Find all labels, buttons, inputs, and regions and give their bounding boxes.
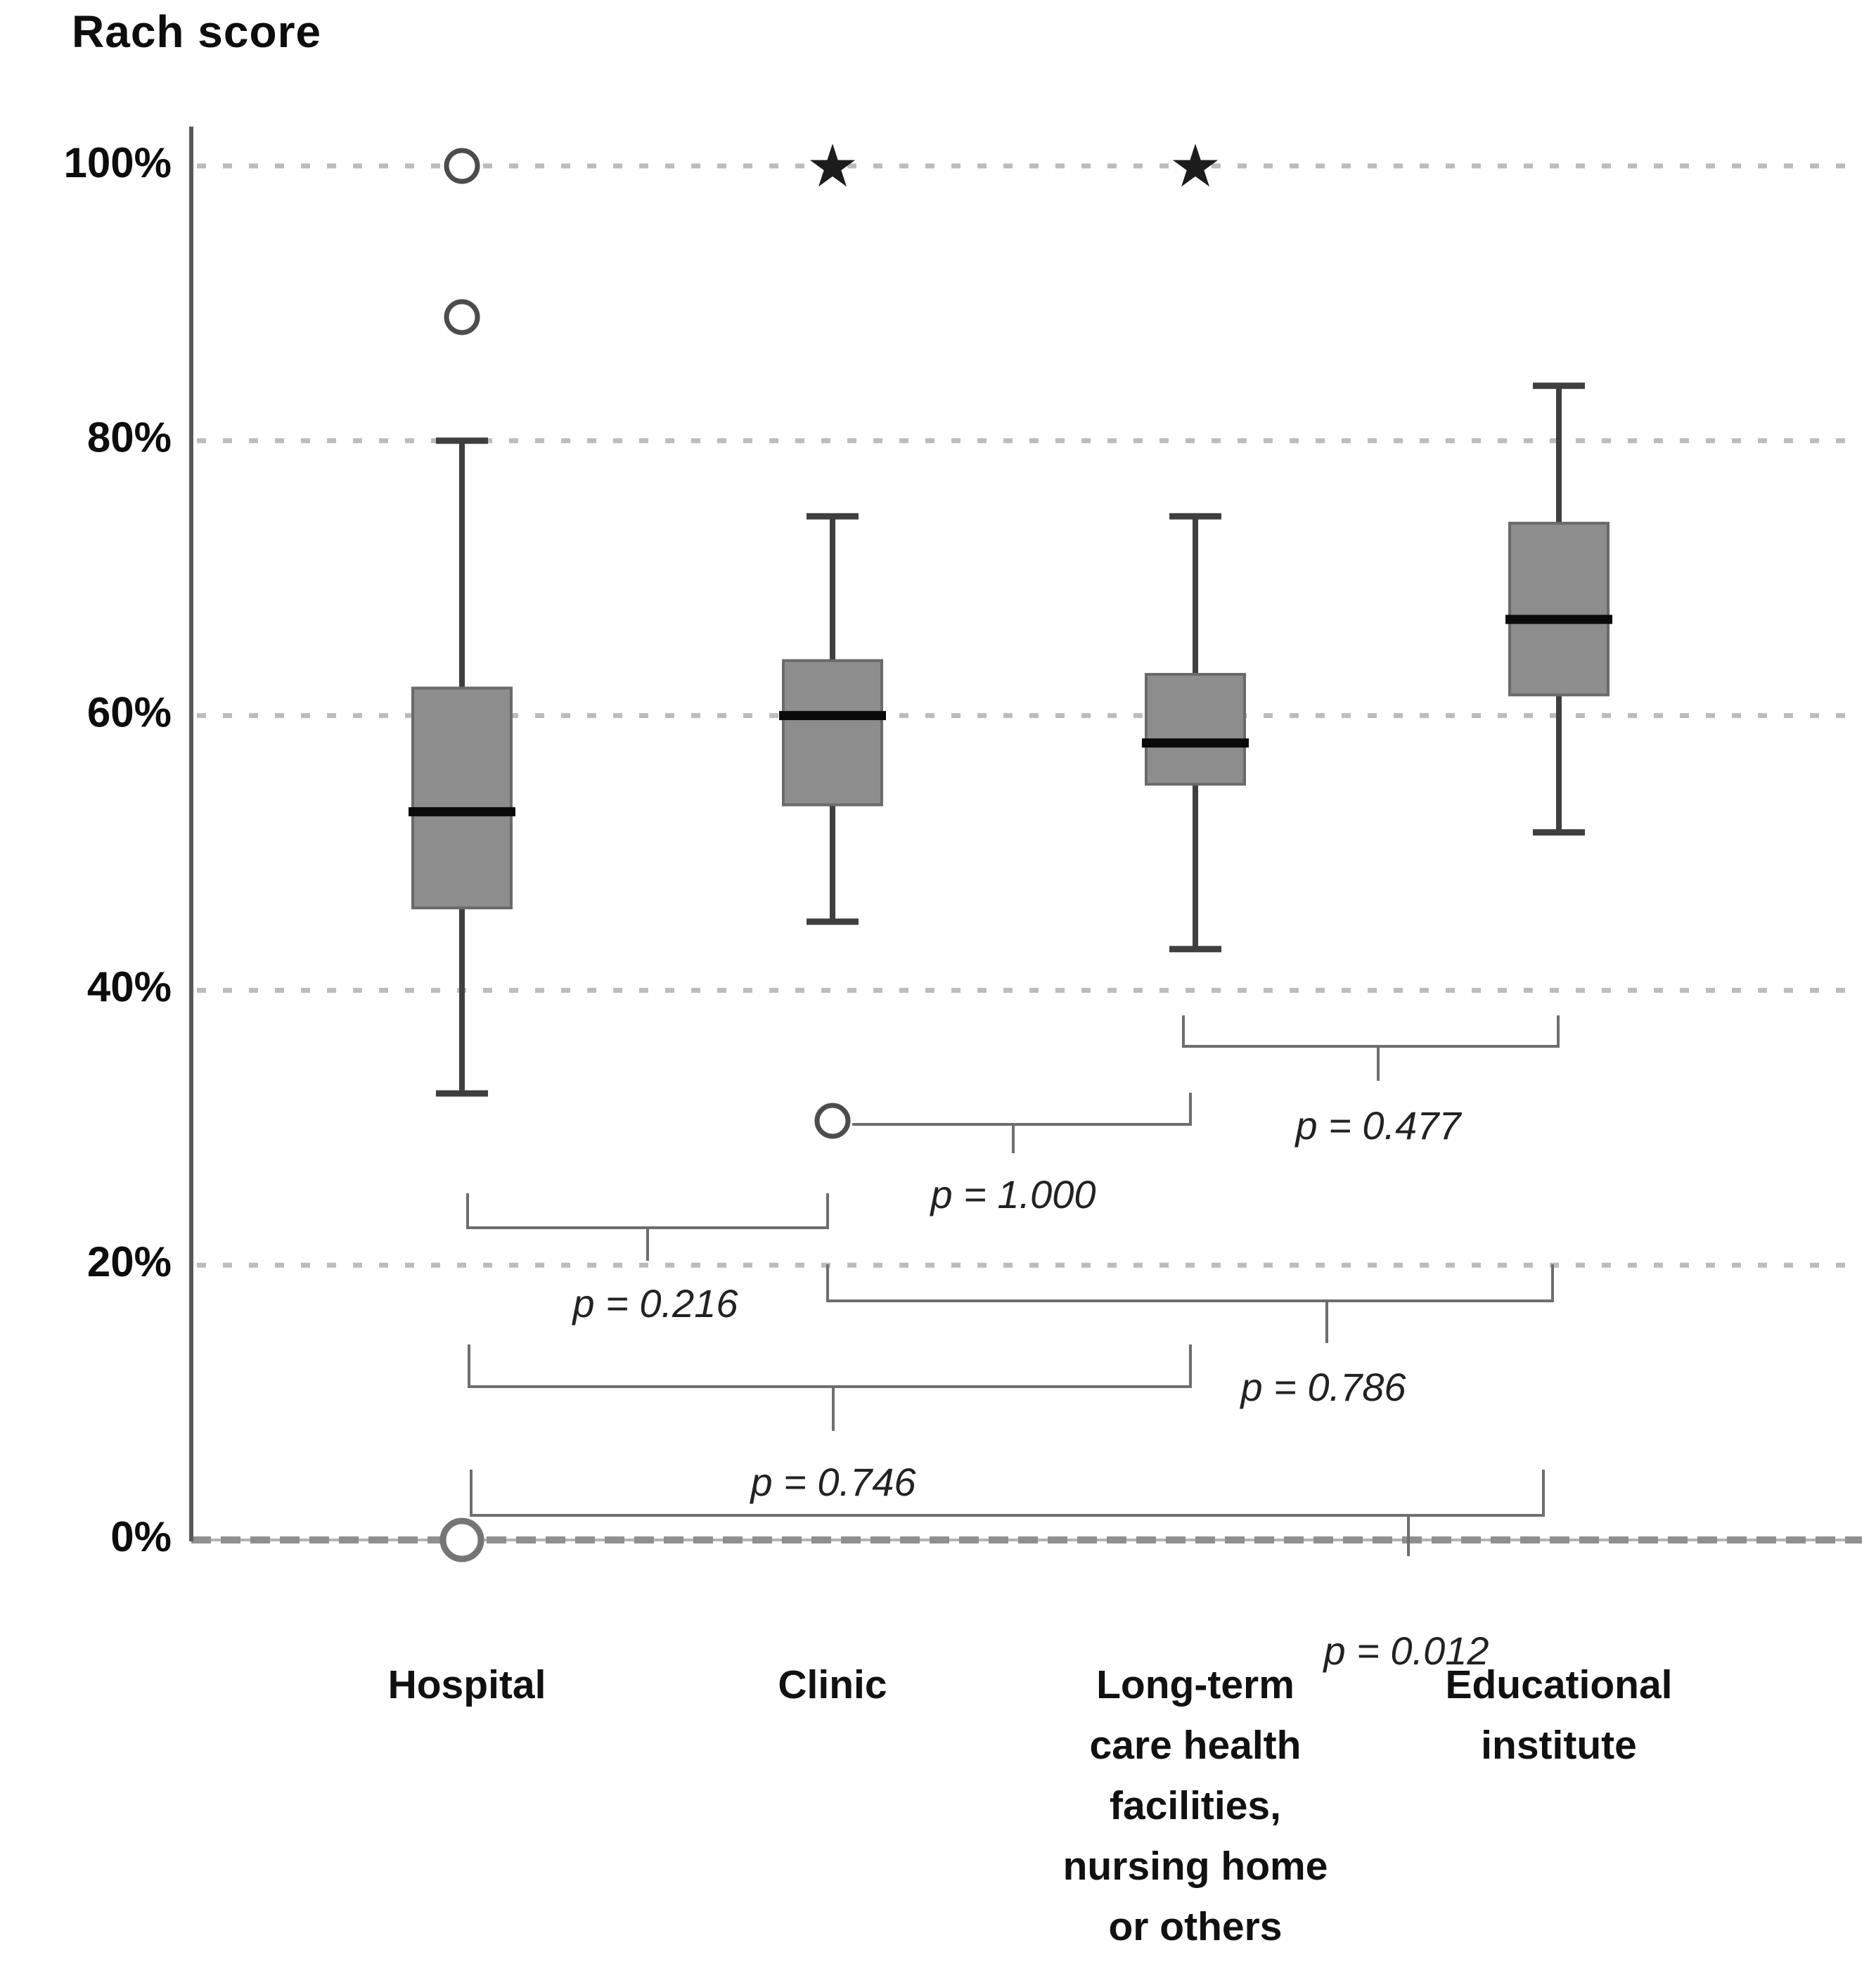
- y-tick-label-20: 20%: [87, 1238, 172, 1285]
- hospital-outlier-circle-2: [439, 1517, 484, 1562]
- comparison-bracket-longterm-educational: [1182, 1015, 1560, 1048]
- category-label-educational-line2: institute: [1481, 1723, 1637, 1768]
- y-tick-label-100: 100%: [64, 139, 172, 186]
- educational-box: [1508, 522, 1610, 697]
- category-label-long-term-line5: or others: [1108, 1904, 1282, 1949]
- comparison-bracket-clinic-educational: [826, 1264, 1554, 1302]
- comparison-bracket-clinic-longterm: [852, 1093, 1192, 1126]
- y-tick-label-80: 80%: [87, 414, 172, 461]
- clinic-outlier-star-0: ★: [806, 133, 859, 199]
- category-label-long-term: Long-term: [1096, 1662, 1294, 1707]
- category-label-hospital: Hospital: [388, 1662, 546, 1707]
- p-value-label-hospital-educational: p = 0.012: [1322, 1629, 1489, 1673]
- hospital-box: [411, 686, 513, 910]
- p-value-label-hospital-longterm: p = 0.746: [749, 1460, 916, 1504]
- category-label-long-term-line2: care health: [1090, 1723, 1302, 1768]
- long-term-outlier-star-0: ★: [1169, 133, 1221, 199]
- y-tick-label-60: 60%: [87, 688, 172, 736]
- clinic-box: [782, 659, 883, 807]
- comparison-bracket-hospital-clinic: [466, 1193, 829, 1229]
- category-label-educational: Educational: [1445, 1662, 1672, 1707]
- comparison-bracket-hospital-longterm: [468, 1344, 1192, 1388]
- p-value-label-clinic-longterm: p = 1.000: [929, 1172, 1096, 1216]
- p-value-label-longterm-educational: p = 0.477: [1294, 1103, 1462, 1148]
- category-label-clinic: Clinic: [778, 1662, 887, 1707]
- category-label-long-term-line3: facilities,: [1110, 1783, 1281, 1828]
- chart-title: Rach score: [72, 6, 322, 57]
- p-value-label-hospital-clinic: p = 0.216: [571, 1281, 738, 1325]
- y-tick-label-40: 40%: [87, 963, 172, 1010]
- p-value-label-clinic-educational: p = 0.786: [1239, 1365, 1406, 1409]
- long-term-box: [1145, 672, 1246, 786]
- clinic-outlier-circle-1: [814, 1103, 851, 1139]
- hospital-outlier-circle-1: [444, 299, 480, 335]
- hospital-outlier-circle-0: [444, 148, 480, 184]
- y-tick-label-0: 0%: [110, 1513, 172, 1560]
- comparison-bracket-hospital-educational: [470, 1470, 1545, 1517]
- category-label-long-term-line4: nursing home: [1063, 1844, 1328, 1889]
